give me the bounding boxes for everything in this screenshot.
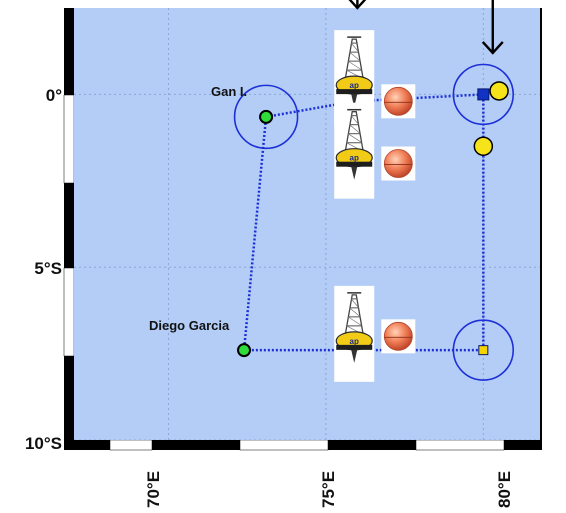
lat-tick-label-10s: 10°S bbox=[24, 434, 62, 453]
buoy-icon-mast bbox=[344, 294, 364, 335]
float-icon-ball bbox=[383, 321, 413, 351]
float-icon-ball bbox=[383, 86, 413, 116]
buoy-icon: ap bbox=[334, 102, 375, 199]
frame-right bbox=[540, 8, 542, 450]
yellow-site-marker bbox=[473, 136, 494, 156]
buoy-icon-brace bbox=[349, 51, 361, 62]
lat-tick-label-0: 0° bbox=[45, 86, 62, 105]
buoy-icon-brace bbox=[347, 316, 363, 327]
float-icon bbox=[381, 84, 416, 119]
buoy-icon-mast bbox=[344, 38, 364, 80]
frame-left-4 bbox=[63, 267, 75, 357]
arrow-head bbox=[481, 41, 504, 55]
green-site-marker bbox=[259, 109, 274, 124]
buoy-icon-brace bbox=[350, 115, 360, 125]
place-label-gan: Gan I. bbox=[211, 84, 247, 99]
square-site-marker bbox=[478, 345, 489, 356]
buoy-icon-label: ap bbox=[350, 81, 359, 90]
buoy-icon-brace bbox=[349, 307, 361, 318]
place-label-diego-garcia: Diego Garcia bbox=[149, 318, 230, 333]
frame-bottom-2 bbox=[109, 439, 153, 451]
buoy-icon-label: ap bbox=[350, 154, 359, 163]
frame-bottom-6 bbox=[415, 439, 505, 451]
frame-bottom-1 bbox=[64, 440, 110, 450]
buoy-icon-label: ap bbox=[350, 337, 359, 346]
buoy-icon-brace bbox=[347, 133, 363, 143]
float-icon bbox=[381, 146, 416, 181]
yellow-site-marker bbox=[489, 81, 509, 101]
buoy-icon-band bbox=[336, 344, 373, 350]
lon-tick-label-75e: 75°E bbox=[319, 470, 338, 508]
frame-left-3 bbox=[64, 183, 74, 268]
frame-bottom-4 bbox=[239, 439, 329, 451]
float-icon-ball bbox=[383, 149, 413, 178]
buoy-icon-band bbox=[336, 161, 373, 167]
float-icon bbox=[381, 319, 416, 354]
lon-tick-label-70e: 70°E bbox=[144, 470, 163, 508]
lon-tick-label-80e: 80°E bbox=[495, 470, 514, 508]
range-circle bbox=[233, 84, 299, 150]
lat-tick-label-5s: 5°S bbox=[34, 259, 62, 278]
buoy-icon-brace bbox=[347, 60, 363, 71]
frame-left-1 bbox=[64, 8, 74, 95]
mooring-line bbox=[242, 93, 485, 352]
buoy-icon-brace bbox=[350, 42, 360, 53]
frame-bottom-5 bbox=[328, 440, 416, 450]
buoy-icon-brace bbox=[350, 298, 360, 309]
frame-bottom-3 bbox=[152, 440, 240, 450]
green-site-marker bbox=[237, 343, 252, 358]
buoy-icon-keel bbox=[351, 166, 358, 180]
frame-left-2 bbox=[63, 94, 75, 184]
instrument-icons: ap ap ap bbox=[334, 30, 416, 382]
buoy-icon-keel bbox=[351, 349, 358, 363]
buoy-icon-brace bbox=[349, 124, 361, 134]
frame-bottom-7 bbox=[504, 440, 540, 450]
ocean-area bbox=[74, 8, 540, 440]
buoy-icon-mast bbox=[344, 111, 364, 152]
square-site-marker bbox=[477, 88, 490, 101]
frame-left-5 bbox=[64, 356, 74, 450]
arrows bbox=[348, 0, 504, 55]
buoy-icon: ap bbox=[334, 285, 375, 382]
buoy-icon-keel bbox=[351, 94, 358, 108]
map-frame bbox=[63, 8, 542, 451]
observing-network bbox=[233, 63, 515, 381]
buoy-icon-band bbox=[336, 89, 373, 95]
arrow-head bbox=[348, 0, 367, 10]
